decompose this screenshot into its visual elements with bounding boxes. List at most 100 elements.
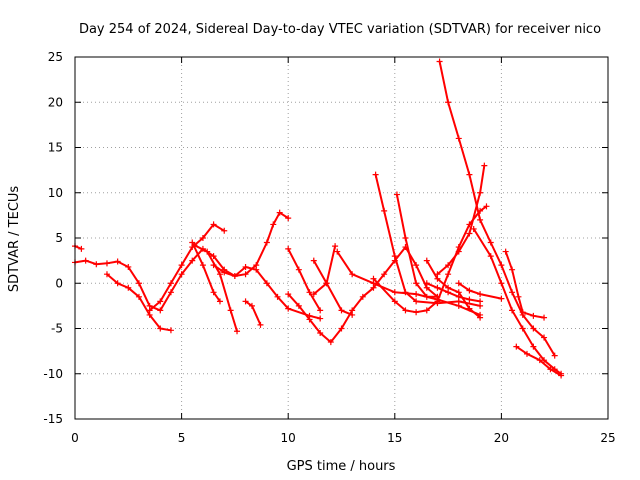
tick-layer: 0 5 10 15 20 25 -15 -10 -5 0 5 10 15 20 25 — [43, 50, 615, 445]
data-point — [242, 263, 249, 270]
series-line — [74, 211, 290, 312]
data-point — [332, 243, 339, 250]
plot-frame — [74, 56, 609, 420]
data-point — [306, 289, 313, 296]
data-point — [274, 293, 281, 300]
data-point — [523, 350, 530, 357]
data-point — [541, 314, 548, 321]
data-point — [157, 325, 164, 332]
data-point — [455, 248, 462, 255]
data-point — [502, 248, 509, 255]
data-point — [263, 239, 270, 246]
y-tick-label: 25 — [48, 50, 63, 64]
data-point — [257, 321, 264, 328]
data-point — [178, 262, 185, 269]
data-point — [477, 216, 484, 223]
series-arc-9 — [285, 245, 324, 314]
data-point — [455, 289, 462, 296]
data-point — [477, 314, 484, 321]
data-point — [530, 325, 537, 332]
data-point — [317, 307, 324, 314]
x-tick-label: 20 — [494, 431, 509, 445]
series-arc-6 — [191, 242, 241, 335]
data-point — [82, 257, 89, 264]
series-arc-15 — [393, 191, 441, 300]
series-line — [425, 259, 482, 319]
data-point — [204, 248, 211, 255]
data-point — [413, 280, 420, 287]
data-point — [295, 302, 302, 309]
data-point — [487, 239, 494, 246]
data-point — [536, 357, 543, 364]
data-point — [436, 58, 443, 65]
data-point — [402, 307, 409, 314]
y-tick-label: 15 — [48, 141, 63, 155]
series-arc-21 — [455, 280, 505, 302]
data-point — [199, 262, 206, 269]
data-point — [216, 298, 223, 305]
series-arc-3 — [103, 271, 174, 334]
data-point — [125, 284, 132, 291]
data-point — [413, 309, 420, 316]
data-point — [372, 171, 379, 178]
data-point — [455, 280, 462, 287]
data-point — [477, 189, 484, 196]
series-line — [212, 264, 322, 320]
data-point — [114, 258, 121, 265]
data-point — [423, 280, 430, 287]
data-point — [167, 327, 174, 334]
series-arc-5 — [189, 239, 223, 305]
data-point — [338, 307, 345, 314]
data-point — [221, 227, 228, 234]
data-point — [530, 312, 537, 319]
data-point — [498, 280, 505, 287]
data-point — [199, 235, 206, 241]
data-point — [310, 291, 317, 298]
data-point — [349, 311, 356, 318]
data-point — [317, 330, 324, 337]
data-point — [466, 230, 473, 237]
data-point — [306, 316, 313, 323]
data-point — [103, 271, 110, 278]
series-arc-7 — [210, 262, 324, 322]
series-arc-4 — [146, 221, 228, 314]
data-point — [157, 298, 164, 305]
series-arc-12 — [310, 243, 339, 298]
data-point — [349, 271, 356, 278]
x-tick-label: 0 — [71, 431, 79, 445]
y-tick-label: -10 — [43, 367, 63, 381]
data-point — [423, 257, 430, 264]
data-point — [359, 293, 366, 300]
data-point — [135, 280, 142, 287]
data-point — [135, 293, 142, 300]
data-point — [381, 271, 388, 278]
data-point — [370, 275, 377, 282]
data-point — [146, 307, 153, 314]
data-point — [242, 271, 249, 278]
data-point — [78, 245, 85, 252]
series-line — [191, 241, 221, 303]
data-point — [285, 215, 292, 222]
data-point — [530, 343, 537, 350]
data-point — [248, 302, 255, 309]
data-point — [445, 99, 452, 106]
data-point — [210, 289, 217, 296]
series-line — [287, 247, 322, 312]
series-line — [312, 245, 337, 296]
data-point — [317, 315, 324, 322]
data-point — [445, 262, 452, 269]
data-point — [391, 298, 398, 305]
data-point — [541, 334, 548, 341]
data-point — [338, 325, 345, 332]
data-point — [455, 135, 462, 142]
data-point — [547, 366, 554, 373]
data-point — [434, 298, 441, 305]
data-point — [477, 291, 484, 298]
series-arc-11 — [310, 257, 356, 318]
y-tick-label: 10 — [48, 186, 63, 200]
series-arc-18 — [423, 257, 484, 321]
x-tick-label: 15 — [387, 431, 402, 445]
y-tick-label: -15 — [43, 412, 63, 426]
series-line — [438, 60, 556, 357]
